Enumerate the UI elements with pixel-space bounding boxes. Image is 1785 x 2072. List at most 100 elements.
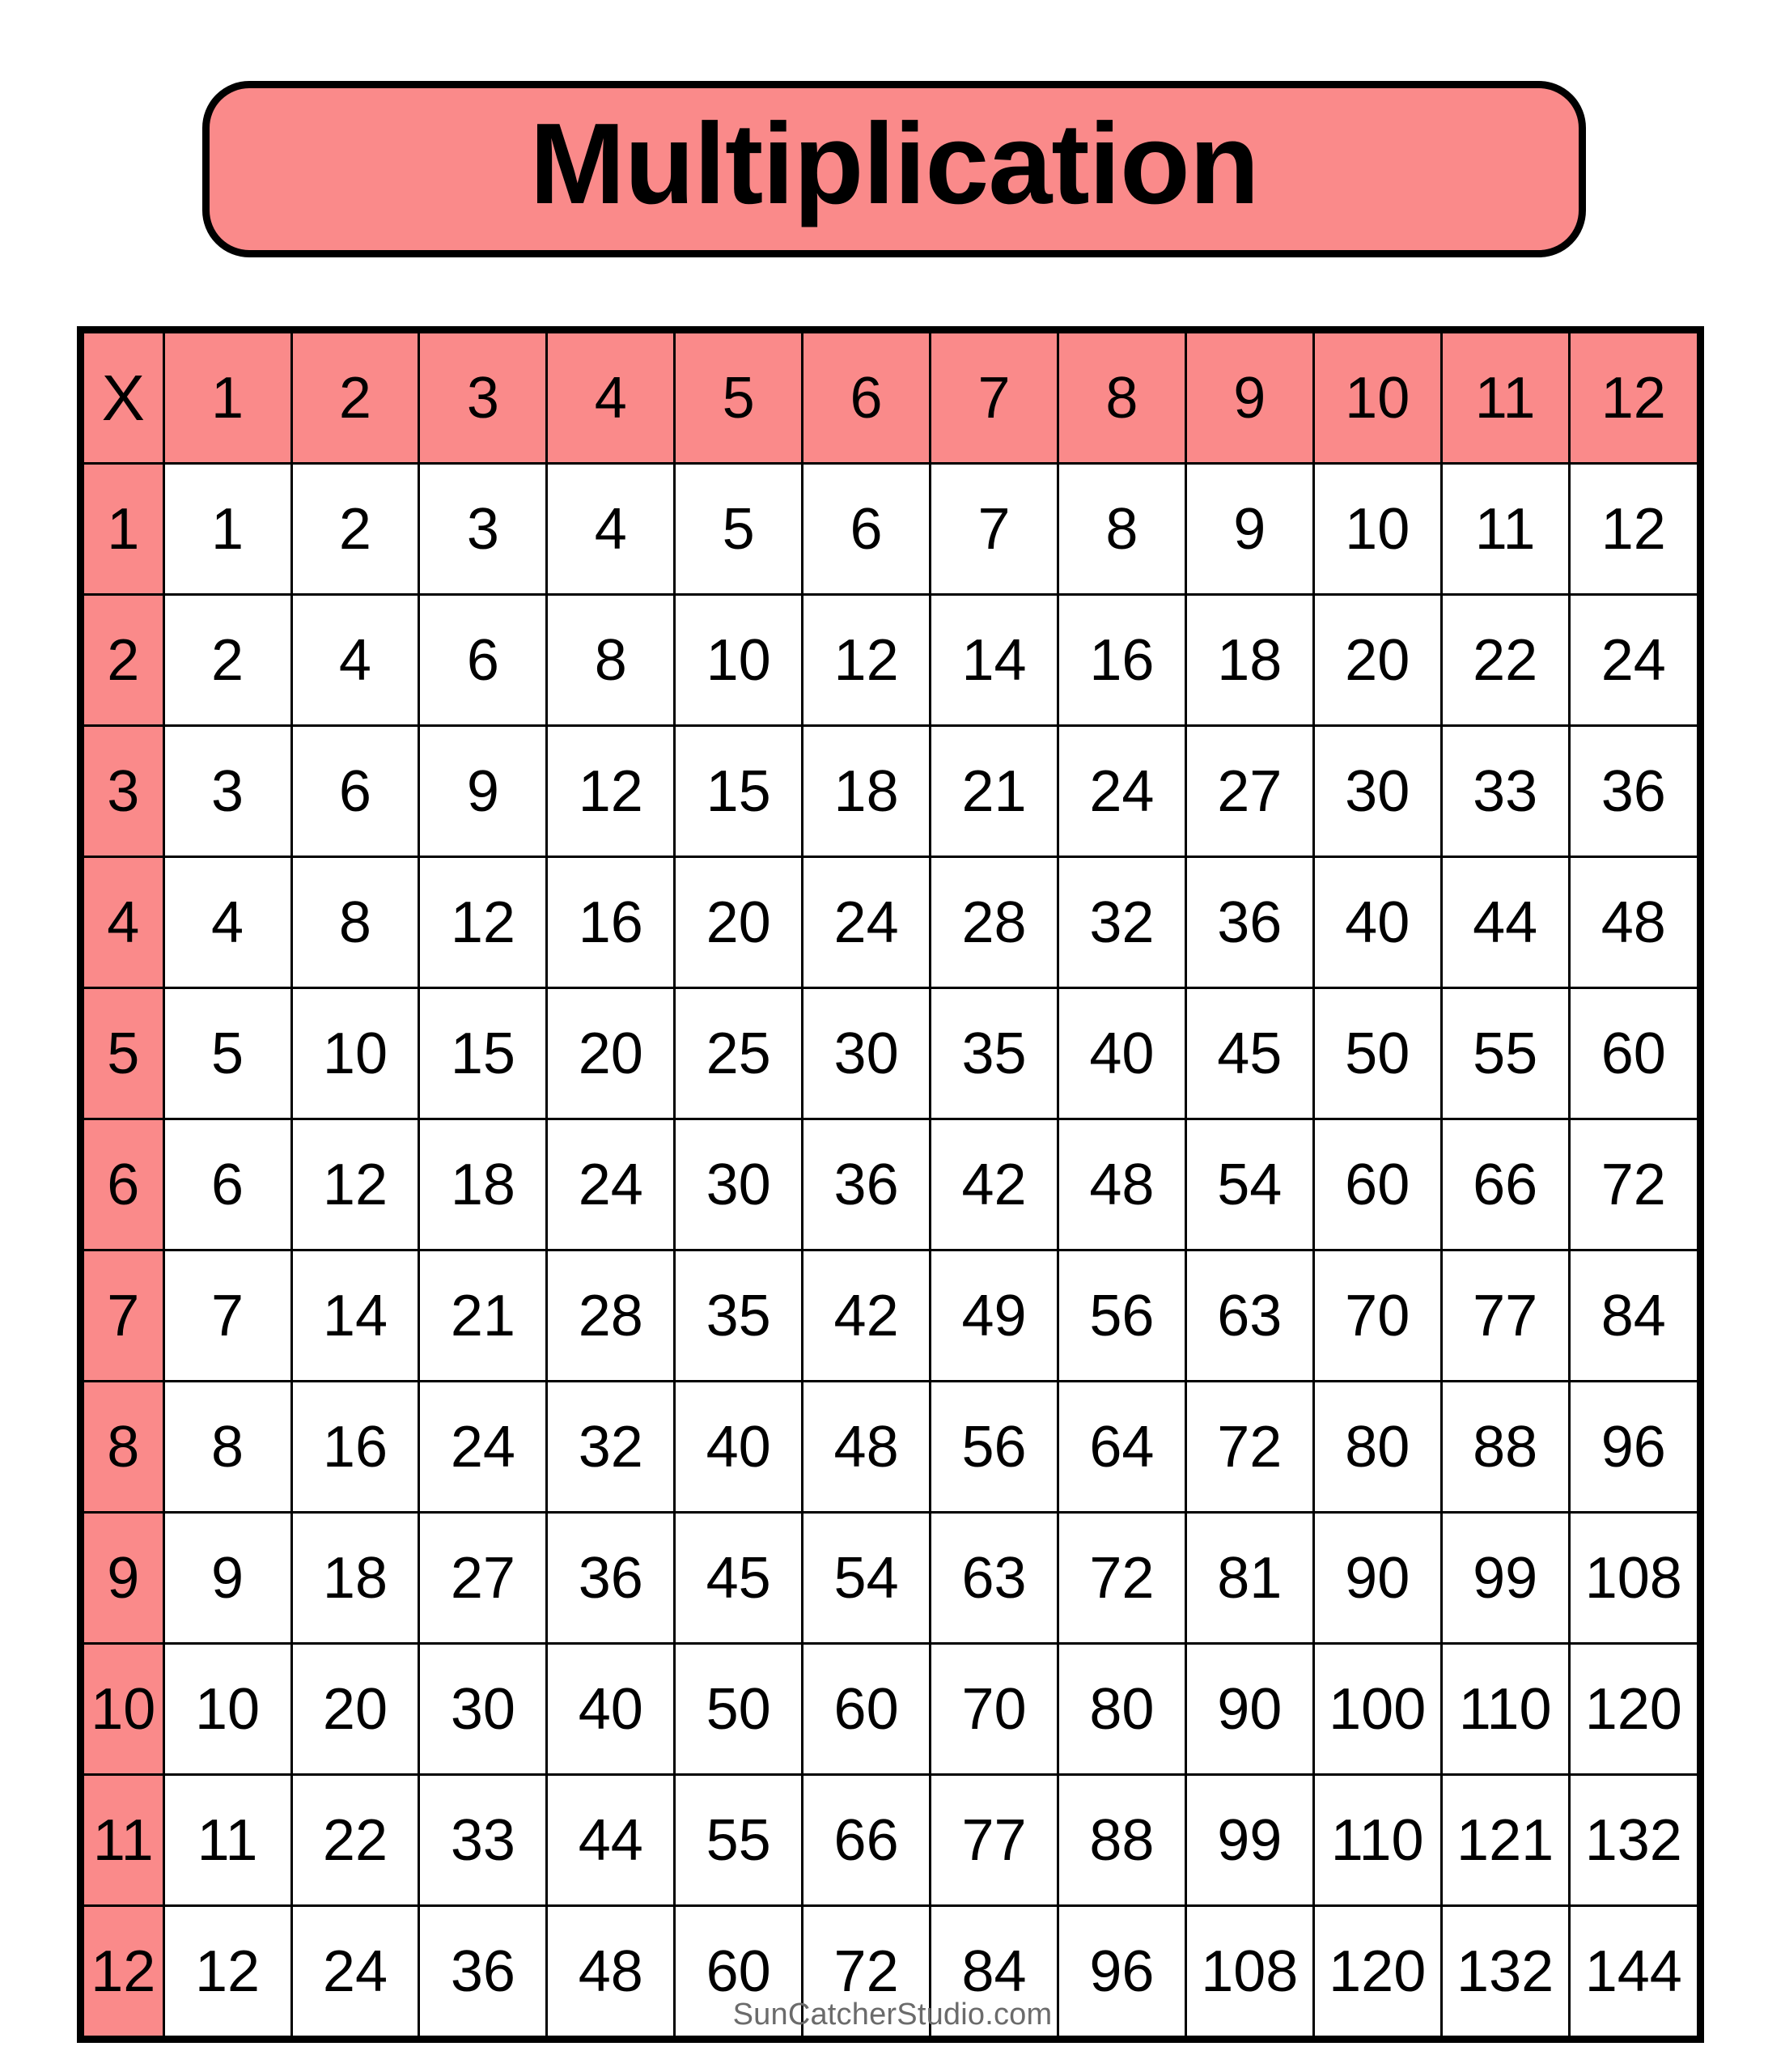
product-cell-9x3: 27 — [418, 1511, 549, 1645]
product-cell-2x10: 20 — [1312, 593, 1443, 727]
product-cell-7x4: 28 — [545, 1249, 676, 1382]
product-cell-12x12: 144 — [1567, 1904, 1697, 2036]
column-header-4: 4 — [545, 333, 676, 465]
product-cell-11x12: 132 — [1567, 1773, 1697, 1907]
product-cell-9x8: 72 — [1056, 1511, 1187, 1645]
table-corner-cell: X — [84, 333, 165, 465]
product-cell-1x6: 6 — [801, 462, 932, 596]
product-cell-2x11: 22 — [1439, 593, 1571, 727]
product-cell-7x7: 49 — [929, 1249, 1059, 1382]
product-cell-6x8: 48 — [1056, 1118, 1187, 1251]
product-cell-5x1: 5 — [162, 987, 293, 1120]
product-cell-4x7: 28 — [929, 856, 1059, 989]
table-body: X 1 2 3 4 5 6 7 8 9 10 11 12 1 1 2 3 4 5 6 7 8 9 10 11 12 2 2 4 6 8 10 1… — [84, 333, 1697, 2036]
product-cell-2x7: 14 — [929, 593, 1059, 727]
row-header-10: 10 — [84, 1642, 165, 1776]
product-cell-6x9: 54 — [1184, 1118, 1315, 1251]
row-header-9: 9 — [84, 1511, 165, 1645]
column-header-10: 10 — [1312, 333, 1443, 465]
column-header-11: 11 — [1439, 333, 1571, 465]
row-header-12: 12 — [84, 1904, 165, 2036]
product-cell-12x5: 60 — [673, 1904, 804, 2036]
product-cell-2x9: 18 — [1184, 593, 1315, 727]
product-cell-3x10: 30 — [1312, 724, 1443, 858]
product-cell-11x8: 88 — [1056, 1773, 1187, 1907]
product-cell-3x7: 21 — [929, 724, 1059, 858]
product-cell-11x3: 33 — [418, 1773, 549, 1907]
product-cell-9x2: 18 — [290, 1511, 421, 1645]
product-cell-6x4: 24 — [545, 1118, 676, 1251]
product-cell-8x9: 72 — [1184, 1380, 1315, 1514]
product-cell-4x5: 20 — [673, 856, 804, 989]
product-cell-4x10: 40 — [1312, 856, 1443, 989]
product-cell-1x3: 3 — [418, 462, 549, 596]
product-cell-4x12: 48 — [1567, 856, 1697, 989]
product-cell-6x11: 66 — [1439, 1118, 1571, 1251]
product-cell-1x9: 9 — [1184, 462, 1315, 596]
product-cell-4x11: 44 — [1439, 856, 1571, 989]
product-cell-7x2: 14 — [290, 1249, 421, 1382]
column-header-1: 1 — [162, 333, 293, 465]
product-cell-11x4: 44 — [545, 1773, 676, 1907]
product-cell-8x3: 24 — [418, 1380, 549, 1514]
product-cell-10x8: 80 — [1056, 1642, 1187, 1776]
product-cell-2x8: 16 — [1056, 593, 1187, 727]
product-cell-1x8: 8 — [1056, 462, 1187, 596]
product-cell-4x1: 4 — [162, 856, 293, 989]
product-cell-12x8: 96 — [1056, 1904, 1187, 2036]
product-cell-5x3: 15 — [418, 987, 549, 1120]
product-cell-12x4: 48 — [545, 1904, 676, 2036]
product-cell-4x2: 8 — [290, 856, 421, 989]
product-cell-3x6: 18 — [801, 724, 932, 858]
product-cell-8x2: 16 — [290, 1380, 421, 1514]
product-cell-3x5: 15 — [673, 724, 804, 858]
product-cell-5x8: 40 — [1056, 987, 1187, 1120]
product-cell-5x6: 30 — [801, 987, 932, 1120]
product-cell-2x5: 10 — [673, 593, 804, 727]
product-cell-9x5: 45 — [673, 1511, 804, 1645]
product-cell-2x2: 4 — [290, 593, 421, 727]
column-header-9: 9 — [1184, 333, 1315, 465]
product-cell-5x5: 25 — [673, 987, 804, 1120]
row-header-11: 11 — [84, 1773, 165, 1907]
product-cell-10x6: 60 — [801, 1642, 932, 1776]
product-cell-7x3: 21 — [418, 1249, 549, 1382]
product-cell-12x2: 24 — [290, 1904, 421, 2036]
multiplication-table-container: X 1 2 3 4 5 6 7 8 9 10 11 12 1 1 2 3 4 5 6 7 8 9 10 11 12 2 2 4 6 8 10 1… — [77, 326, 1704, 2043]
product-cell-10x4: 40 — [545, 1642, 676, 1776]
product-cell-6x3: 18 — [418, 1118, 549, 1251]
product-cell-12x9: 108 — [1184, 1904, 1315, 2036]
product-cell-5x9: 45 — [1184, 987, 1315, 1120]
table-row: 11 11 22 33 44 55 66 77 88 99 110 121 132 — [84, 1773, 1697, 1907]
table-row: 12 12 24 36 48 60 72 84 96 108 120 132 144 — [84, 1904, 1697, 2036]
column-header-8: 8 — [1056, 333, 1187, 465]
product-cell-6x10: 60 — [1312, 1118, 1443, 1251]
product-cell-11x5: 55 — [673, 1773, 804, 1907]
product-cell-9x12: 108 — [1567, 1511, 1697, 1645]
product-cell-11x1: 11 — [162, 1773, 293, 1907]
product-cell-5x10: 50 — [1312, 987, 1443, 1120]
product-cell-3x2: 6 — [290, 724, 421, 858]
product-cell-4x8: 32 — [1056, 856, 1187, 989]
multiplication-table: X 1 2 3 4 5 6 7 8 9 10 11 12 1 1 2 3 4 5 6 7 8 9 10 11 12 2 2 4 6 8 10 1… — [84, 333, 1697, 2036]
product-cell-2x12: 24 — [1567, 593, 1697, 727]
table-row: 2 2 4 6 8 10 12 14 16 18 20 22 24 — [84, 593, 1697, 727]
product-cell-5x7: 35 — [929, 987, 1059, 1120]
product-cell-12x3: 36 — [418, 1904, 549, 2036]
table-row: 7 7 14 21 28 35 42 49 56 63 70 77 84 — [84, 1249, 1697, 1382]
product-cell-6x2: 12 — [290, 1118, 421, 1251]
product-cell-8x12: 96 — [1567, 1380, 1697, 1514]
column-header-2: 2 — [290, 333, 421, 465]
product-cell-5x2: 10 — [290, 987, 421, 1120]
column-header-6: 6 — [801, 333, 932, 465]
product-cell-9x7: 63 — [929, 1511, 1059, 1645]
product-cell-11x6: 66 — [801, 1773, 932, 1907]
table-row: 1 1 2 3 4 5 6 7 8 9 10 11 12 — [84, 462, 1697, 596]
product-cell-4x6: 24 — [801, 856, 932, 989]
product-cell-10x7: 70 — [929, 1642, 1059, 1776]
column-header-3: 3 — [418, 333, 549, 465]
product-cell-7x8: 56 — [1056, 1249, 1187, 1382]
table-row: 3 3 6 9 12 15 18 21 24 27 30 33 36 — [84, 724, 1697, 858]
product-cell-9x11: 99 — [1439, 1511, 1571, 1645]
product-cell-12x6: 72 — [801, 1904, 932, 2036]
